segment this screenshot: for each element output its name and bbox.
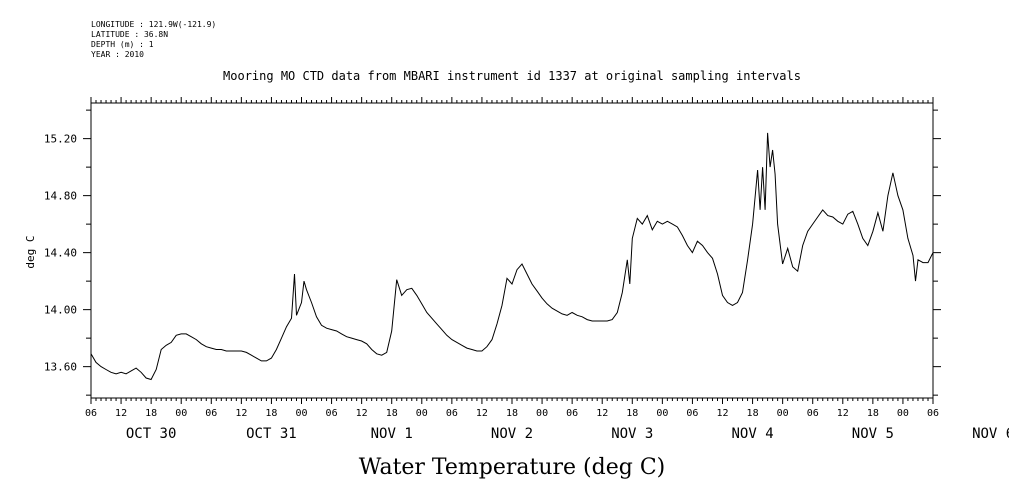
x-tick-label: 06: [205, 408, 217, 419]
series-line: [90, 132, 934, 381]
x-tick-label: 12: [596, 408, 608, 419]
x-tick-label: 18: [626, 408, 638, 419]
x-day-label: OCT 31: [246, 426, 297, 442]
longitude-text: LONGITUDE : 121.9W(-121.9): [91, 20, 217, 29]
latitude-text: LATITUDE : 36.8N: [91, 30, 169, 39]
x-tick-label: 06: [686, 408, 698, 419]
x-tick-label: 06: [326, 408, 338, 419]
x-tick-label: 00: [416, 408, 428, 419]
x-day-label: NOV 6: [972, 426, 1009, 442]
x-tick-label: 18: [265, 408, 277, 419]
x-day-label: NOV 2: [491, 426, 533, 442]
x-tick-label: 12: [837, 408, 849, 419]
x-tick-label: 06: [807, 408, 819, 419]
year-text: YEAR : 2010: [91, 50, 144, 59]
x-day-label: NOV 5: [852, 426, 894, 442]
chart-title: Mooring MO CTD data from MBARI instrumen…: [223, 69, 801, 83]
y-tick-label: 14.40: [44, 247, 77, 260]
x-tick-label: 12: [716, 408, 728, 419]
x-day-label: OCT 30: [126, 426, 177, 442]
x-axis-label: Water Temperature (deg C): [359, 455, 666, 480]
x-day-label: NOV 3: [611, 426, 653, 442]
y-axis-label: deg C: [24, 235, 37, 268]
x-axis-ticks: 06 12 18 00 06 12 18 00 06 12 18 00 06 12 18 00 06 12 18 00…: [85, 97, 1009, 442]
x-tick-label: 00: [536, 408, 548, 419]
x-tick-label: 00: [656, 408, 668, 419]
x-tick-label: 18: [867, 408, 879, 419]
x-tick-label: 12: [115, 408, 127, 419]
y-tick-label: 15.20: [44, 133, 77, 146]
x-day-label: NOV 4: [731, 426, 773, 442]
x-tick-label: 12: [356, 408, 368, 419]
metadata-block: LONGITUDE : 121.9W(-121.9) LATITUDE : 36…: [91, 20, 216, 60]
x-tick-label: 18: [506, 408, 518, 419]
x-tick-label: 06: [446, 408, 458, 419]
x-day-label: NOV 1: [371, 426, 413, 442]
x-tick-label: 00: [295, 408, 307, 419]
x-tick-label: 06: [85, 408, 97, 419]
x-tick-label: 00: [897, 408, 909, 419]
x-tick-label: 00: [777, 408, 789, 419]
y-tick-label: 14.00: [44, 304, 77, 317]
plot-frame: [90, 102, 934, 399]
x-tick-label: 18: [747, 408, 759, 419]
x-tick-label: 06: [927, 408, 939, 419]
x-tick-label: 06: [566, 408, 578, 419]
x-tick-label: 12: [235, 408, 247, 419]
depth-text: DEPTH (m) : 1: [91, 40, 154, 49]
x-tick-label: 18: [386, 408, 398, 419]
x-tick-label: 18: [145, 408, 157, 419]
x-tick-label: 00: [175, 408, 187, 419]
x-tick-label: 12: [476, 408, 488, 419]
y-axis-ticks: 13.60 14.00 14.40 14.80 15.20: [44, 109, 941, 396]
y-tick-label: 13.60: [44, 361, 77, 374]
y-tick-label: 14.80: [44, 190, 77, 203]
